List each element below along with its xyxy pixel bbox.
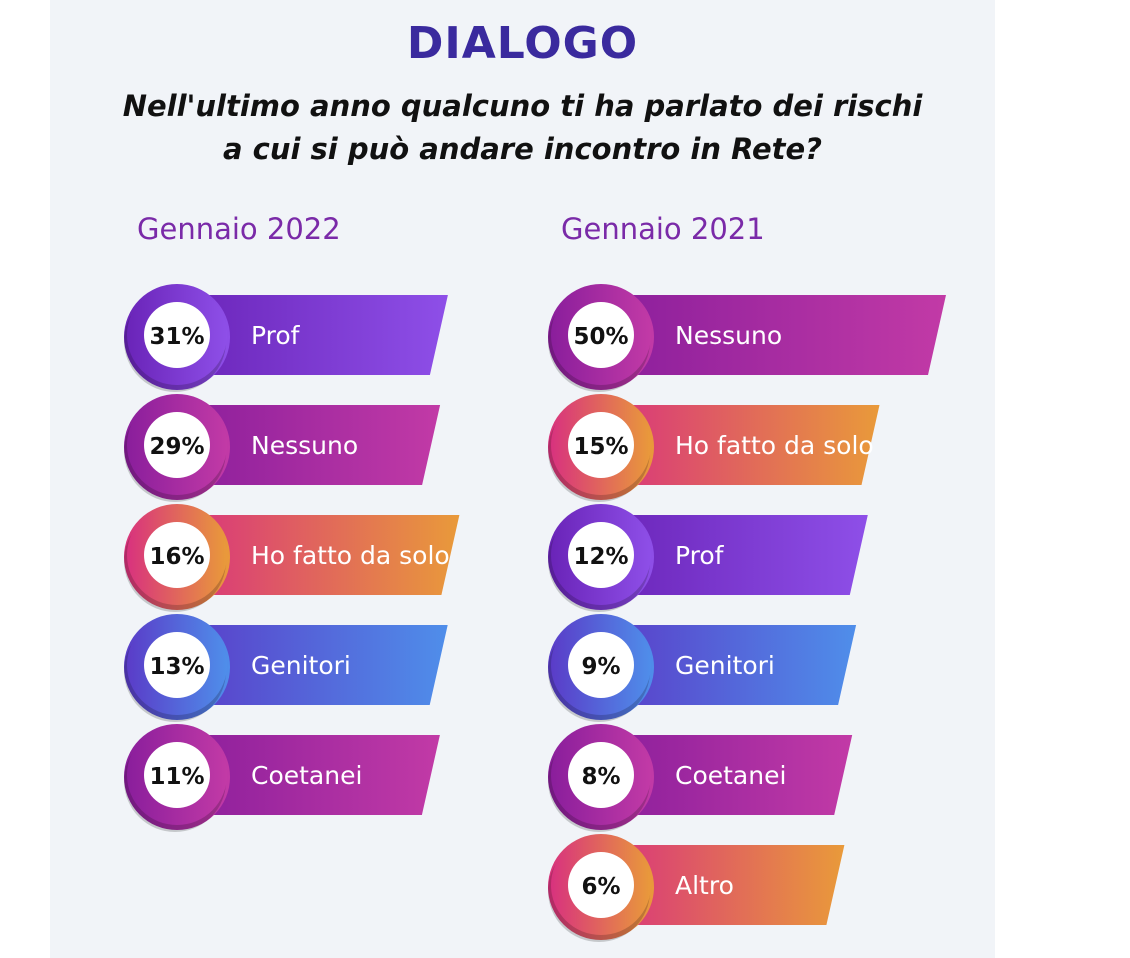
bar-item-genitori: 9% Genitori [548, 614, 857, 722]
bar-chart: 31% Prof 29% Nessuno 16% Ho fatto da solo 13% G… [124, 284, 946, 942]
value-label: 6% [581, 874, 620, 900]
bar-shape [177, 295, 448, 375]
bar-item-nessuno: 29% Nessuno [124, 394, 441, 502]
value-label: 12% [573, 544, 628, 570]
bar-circle [568, 522, 634, 588]
bar-shape [601, 405, 880, 485]
category-label: Genitori [675, 651, 775, 680]
value-label: 11% [149, 764, 204, 790]
bar-circle [568, 632, 634, 698]
value-label: 50% [573, 324, 628, 350]
bar-circle [144, 632, 210, 698]
bar-item-ho-fatto-da-solo: 15% Ho fatto da solo [548, 394, 880, 502]
column-title-2021: Gennaio 2021 [561, 212, 765, 246]
bar-circle [568, 302, 634, 368]
bar-shape [601, 735, 853, 815]
bar-item-prof: 12% Prof [548, 504, 868, 612]
bar-item-coetanei: 8% Coetanei [548, 724, 853, 832]
bar-shape [601, 295, 946, 375]
bar-item-coetanei: 11% Coetanei [124, 724, 440, 832]
bar-circle [144, 412, 210, 478]
bar-shape [177, 625, 448, 705]
category-label: Coetanei [675, 761, 786, 790]
bar-item-ho-fatto-da-solo: 16% Ho fatto da solo [124, 504, 460, 612]
bar-shape [601, 845, 845, 925]
category-label: Nessuno [675, 321, 782, 350]
bar-shape [177, 735, 440, 815]
category-label: Ho fatto da solo [251, 541, 450, 570]
bar-circle [568, 852, 634, 918]
bar-item-altro: 6% Altro [548, 834, 845, 942]
bar-item-nessuno: 50% Nessuno [548, 284, 946, 392]
bar-circle [568, 742, 634, 808]
category-label: Nessuno [251, 431, 358, 460]
value-label: 31% [149, 324, 204, 350]
bar-shape [177, 515, 460, 595]
value-label: 13% [149, 654, 204, 680]
bar-circle [144, 742, 210, 808]
value-label: 16% [149, 544, 204, 570]
page-title: DIALOGO [406, 18, 639, 69]
category-label: Genitori [251, 651, 351, 680]
value-label: 9% [581, 654, 620, 680]
bar-circle [144, 522, 210, 588]
bar-circle [568, 412, 634, 478]
value-label: 29% [149, 434, 204, 460]
question-line-1: Nell'ultimo anno qualcuno ti ha parlato … [122, 89, 923, 123]
bar-shape [601, 515, 868, 595]
bar-shape [177, 405, 441, 485]
infographic-panel: DIALOGO Nell'ultimo anno qualcuno ti ha … [50, 0, 995, 958]
column-title-2022: Gennaio 2022 [137, 212, 341, 246]
bar-shape [601, 625, 857, 705]
bar-circle [144, 302, 210, 368]
category-label: Ho fatto da solo [675, 431, 874, 460]
category-label: Altro [675, 871, 734, 900]
category-label: Prof [251, 321, 301, 350]
bar-item-prof: 31% Prof [124, 284, 448, 392]
category-label: Coetanei [251, 761, 362, 790]
value-label: 8% [581, 764, 620, 790]
value-label: 15% [573, 434, 628, 460]
category-label: Prof [675, 541, 725, 570]
bar-item-genitori: 13% Genitori [124, 614, 448, 722]
question-line-2: a cui si può andare incontro in Rete? [223, 132, 822, 166]
